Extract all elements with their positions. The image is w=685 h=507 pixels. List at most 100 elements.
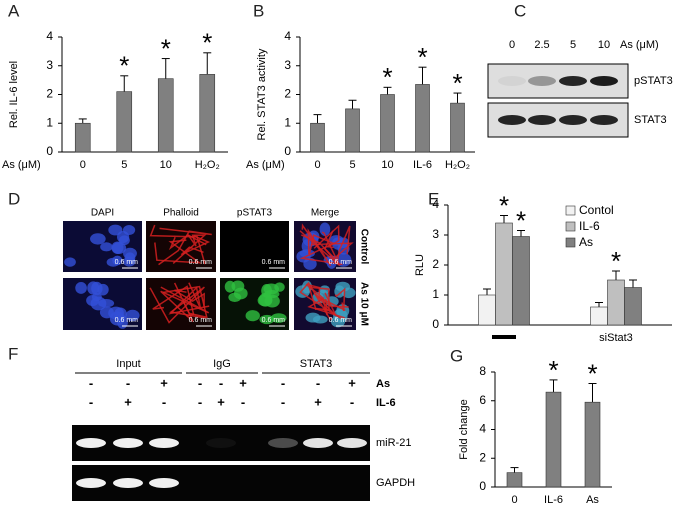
y-axis-label: Rel. STAT3 activity (256, 48, 268, 140)
y-tick-label: 4 (432, 197, 439, 211)
cell (125, 309, 140, 322)
fiber (149, 286, 206, 324)
significance-star: * (452, 68, 462, 98)
significance-star: * (587, 358, 597, 388)
blot-band (498, 115, 526, 125)
gel-band (76, 438, 106, 448)
y-tick-label: 8 (479, 364, 486, 378)
bar (506, 472, 523, 488)
legend-swatch (565, 205, 576, 216)
cell (299, 249, 315, 258)
blot-band (559, 76, 587, 86)
significance-star: * (499, 190, 509, 220)
fiber (334, 287, 346, 312)
cell (90, 233, 106, 245)
bar (584, 401, 601, 488)
y-tick-label: 0 (284, 144, 291, 158)
bar (590, 306, 608, 326)
blot-row-label: pSTAT3 (634, 75, 673, 87)
column-header: DAPI (91, 208, 114, 219)
y-tick-label: 0 (479, 479, 486, 493)
fiber (154, 239, 202, 264)
column-header: Merge (311, 208, 340, 219)
condition-sign: + (160, 375, 168, 390)
scale-label: 0.6 mm (262, 317, 286, 324)
condition-sign: + (348, 375, 356, 390)
y-tick-label: 4 (46, 29, 53, 43)
significance-star: * (382, 62, 392, 92)
y-tick-label: 4 (479, 422, 486, 436)
cell (270, 313, 287, 323)
gel-band (206, 438, 236, 448)
bar (157, 78, 174, 153)
blot-band (590, 76, 618, 86)
group-label: IgG (213, 358, 231, 370)
condition-sign: - (89, 375, 93, 390)
gel-band (113, 478, 143, 488)
gel-band (76, 478, 106, 488)
row-label: Control (358, 229, 369, 265)
fiber (305, 283, 346, 312)
condition-sign: + (217, 394, 225, 409)
column-header: pSTAT3 (237, 208, 273, 219)
y-axis-label: Fold change (458, 399, 470, 460)
condition-sign: + (124, 394, 132, 409)
condition-sign: - (281, 394, 285, 409)
lane-label: 2.5 (534, 39, 549, 51)
condition-sign: - (162, 394, 166, 409)
bar (345, 108, 360, 153)
gel-band (113, 438, 143, 448)
cell (274, 282, 285, 292)
cell (123, 256, 136, 267)
y-tick-label: 0 (432, 317, 439, 331)
cell (106, 257, 120, 267)
x-axis-label: As (μM) (2, 159, 41, 171)
bar (545, 391, 562, 488)
x-tick-label: H₂O₂ (195, 159, 220, 171)
y-tick-label: 2 (284, 87, 291, 101)
x-tick-label: 0 (314, 159, 320, 171)
x-tick-label: 0 (80, 159, 86, 171)
condition-sign: - (198, 394, 202, 409)
condition-sign: - (316, 375, 320, 390)
condition-sign: - (241, 394, 245, 409)
legend-label: Contol (579, 203, 614, 217)
cell (87, 281, 100, 295)
y-tick-label: 3 (284, 58, 291, 72)
y-axis-label: RLU (414, 254, 426, 276)
legend-swatch (565, 237, 576, 248)
fiber (149, 224, 206, 265)
x-tick-label: 10 (381, 159, 393, 171)
blot-band (590, 115, 618, 125)
y-tick-label: 0 (46, 144, 53, 158)
cell (245, 310, 260, 322)
gel-band (149, 438, 179, 448)
gel-band (337, 438, 367, 448)
lane-label: 10 (598, 39, 610, 51)
panel-letter: C (514, 1, 526, 20)
bar (415, 84, 430, 153)
x-tick-label: 5 (349, 159, 355, 171)
fiber (308, 286, 330, 311)
panel-letter: G (450, 346, 463, 365)
significance-star: * (516, 205, 526, 235)
cell (305, 312, 321, 323)
legend-label: IL-6 (579, 219, 600, 233)
gel-band (303, 438, 333, 448)
bar (512, 236, 530, 326)
scale-label: 0.6 mm (189, 259, 213, 266)
y-tick-label: 4 (284, 29, 291, 43)
scale-label: 0.6 mm (189, 317, 213, 324)
fiber (180, 235, 211, 256)
cell (224, 280, 236, 293)
cell (90, 296, 107, 311)
significance-star: * (611, 246, 621, 276)
fiber (301, 234, 354, 260)
gel-band (149, 478, 179, 488)
legend-label: As (579, 235, 593, 249)
cell (122, 224, 136, 236)
condition-sign: - (89, 394, 93, 409)
panel-letter: B (253, 1, 264, 20)
x-tick-label: siStat3 (599, 332, 633, 344)
cell (75, 282, 87, 294)
